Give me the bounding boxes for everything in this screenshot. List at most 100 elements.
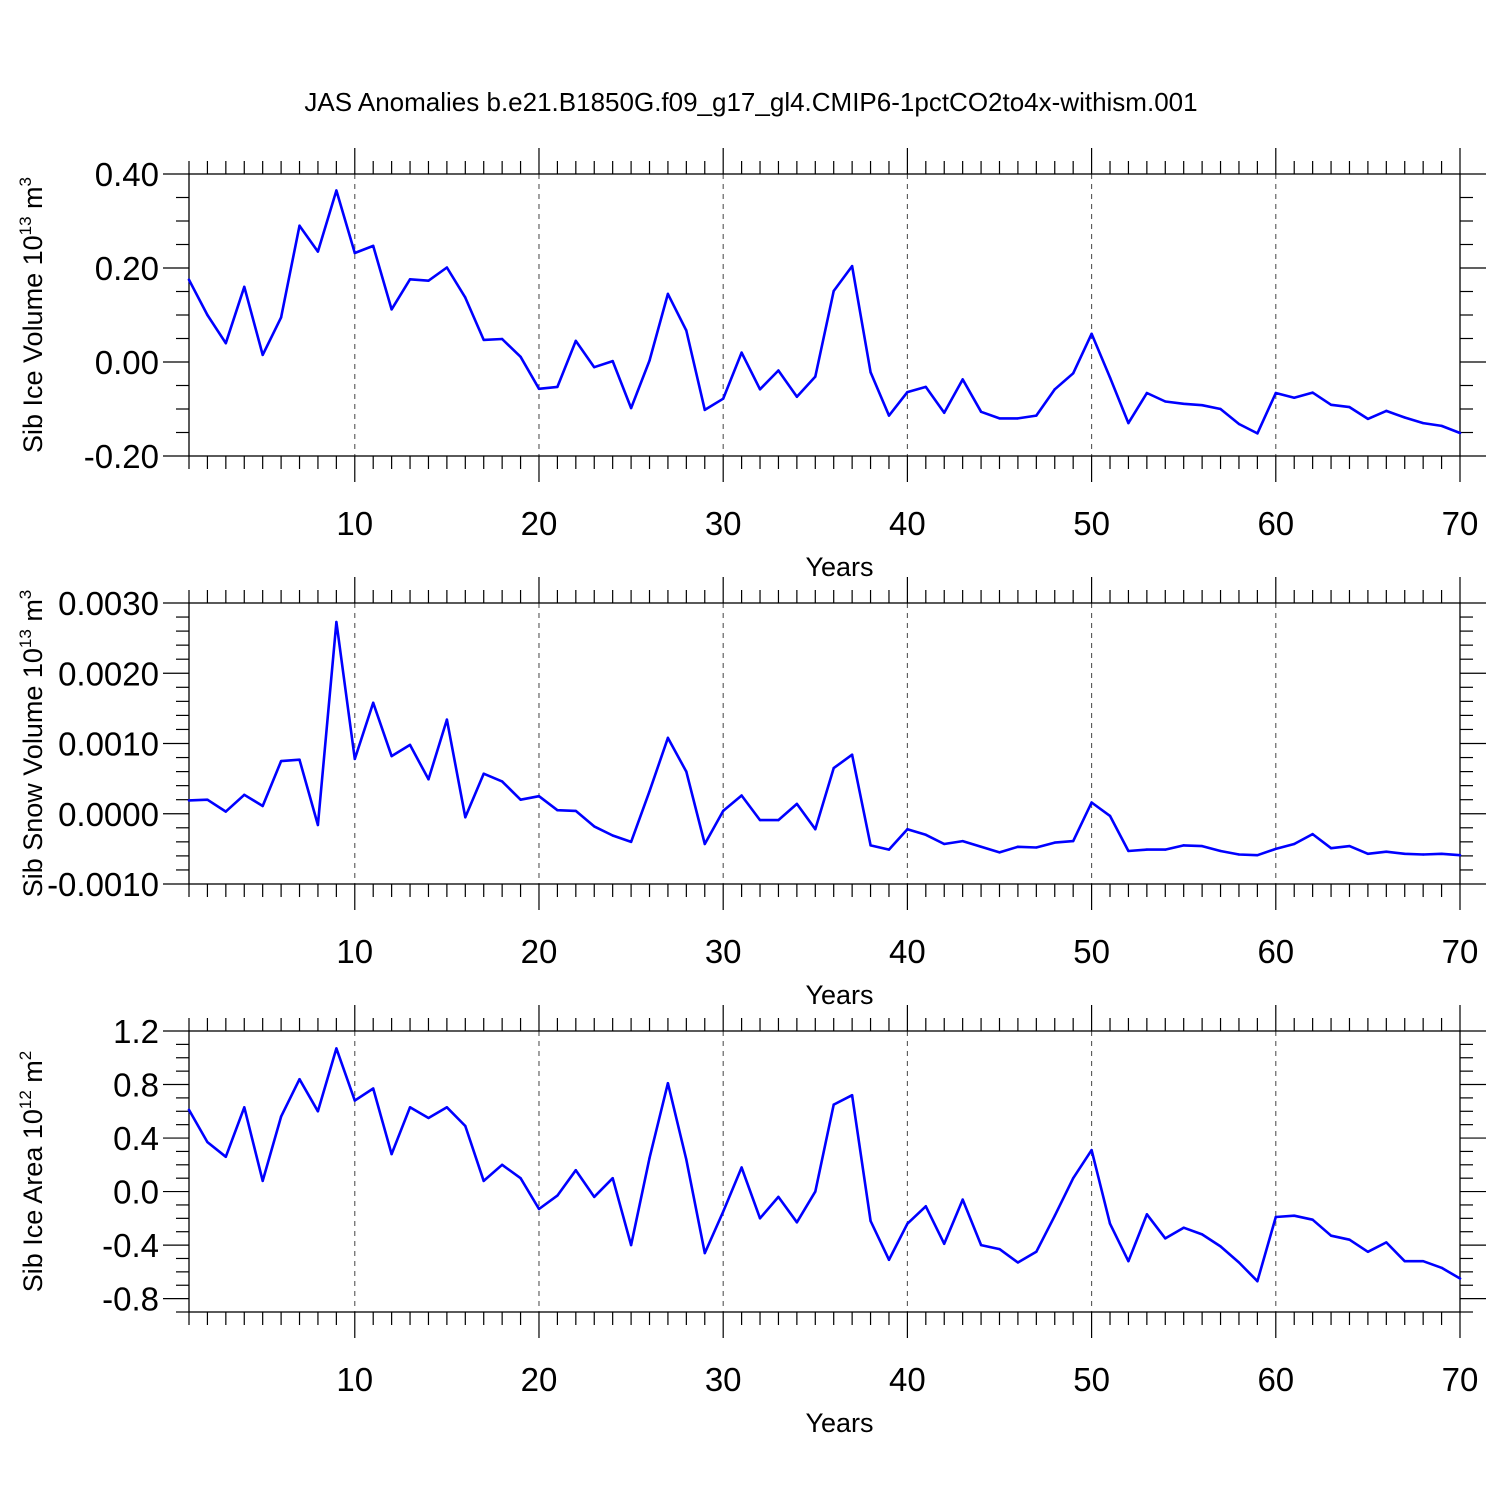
ice-volume-point-58 <box>1237 422 1241 426</box>
ice-area-point-41 <box>924 1205 928 1208</box>
snow-volume-point-18 <box>500 780 504 783</box>
ice-volume-point-28 <box>685 329 688 332</box>
snow-volume-point-4 <box>243 793 246 796</box>
ice-area-y-tick-label: -0.4 <box>102 1227 159 1264</box>
ice-volume-point-17 <box>482 338 485 342</box>
ice-volume-y-axis-label: Sib Ice Volume 1013 m3 <box>16 177 48 453</box>
snow-volume-point-40 <box>906 828 909 831</box>
ice-area-series-line <box>187 1047 1462 1283</box>
ice-area-point-23 <box>593 1195 596 1199</box>
ice-volume-point-51 <box>1108 376 1112 379</box>
ice-volume-point-69 <box>1440 424 1443 428</box>
snow-volume-point-49 <box>1071 839 1075 843</box>
ice-area-point-48 <box>1053 1214 1056 1217</box>
ice-volume-point-48 <box>1053 388 1056 391</box>
ice-volume-point-50 <box>1090 332 1093 335</box>
ice-volume-point-59 <box>1256 432 1259 435</box>
snow-volume-point-45 <box>998 851 1001 854</box>
ice-area-point-56 <box>1200 1233 1204 1236</box>
ice-volume-point-11 <box>372 244 375 248</box>
ice-volume-series-line <box>187 189 1462 435</box>
snow-volume-plot-frame <box>188 602 1461 885</box>
snow-volume-x-tick-label: 70 <box>1442 933 1479 970</box>
snow-volume-point-5 <box>261 804 264 808</box>
snow-volume-point-8 <box>316 823 320 827</box>
ice-volume-point-29 <box>703 408 706 412</box>
ice-area-point-67 <box>1403 1259 1406 1263</box>
ice-area-point-53 <box>1145 1213 1149 1216</box>
ice-volume-point-35 <box>814 375 817 378</box>
ice-volume-point-44 <box>979 410 983 414</box>
ice-area-y-tick-label: 0.4 <box>113 1120 159 1157</box>
snow-volume-point-66 <box>1385 850 1388 853</box>
ice-volume-point-14 <box>427 279 430 282</box>
ice-area-point-49 <box>1071 1176 1075 1180</box>
snow-volume-point-56 <box>1200 844 1204 848</box>
ice-area-x-tick-label: 50 <box>1073 1361 1110 1398</box>
ice-volume-point-34 <box>795 395 799 398</box>
panel-ice-volume: 10 20 30 40 50 60 70 -0.20 0.00 0.20 0.40 Years Sib … <box>16 148 1486 582</box>
ice-volume-point-37 <box>850 264 854 268</box>
ice-area-point-29 <box>703 1251 706 1255</box>
ice-volume-point-45 <box>998 417 1001 420</box>
ice-area-point-37 <box>850 1094 854 1097</box>
ice-volume-point-27 <box>666 292 670 296</box>
ice-volume-y-tick-label: 0.00 <box>95 344 159 381</box>
ice-area-point-59 <box>1256 1280 1259 1283</box>
snow-volume-point-44 <box>979 845 983 848</box>
snow-volume-point-10 <box>353 757 356 761</box>
ice-area-point-30 <box>721 1210 725 1213</box>
snow-volume-point-70 <box>1458 853 1462 857</box>
snow-volume-point-48 <box>1053 841 1056 844</box>
ice-area-point-31 <box>740 1166 743 1169</box>
snow-volume-point-33 <box>777 818 780 822</box>
ice-area-point-65 <box>1366 1250 1370 1253</box>
snow-volume-point-34 <box>795 802 799 806</box>
ice-volume-point-55 <box>1182 402 1185 406</box>
ice-volume-point-33 <box>777 369 780 372</box>
ice-volume-point-67 <box>1403 416 1406 419</box>
ice-volume-y-tick-label: 0.40 <box>95 156 159 193</box>
ice-volume-point-40 <box>906 390 909 394</box>
ice-volume-point-32 <box>758 388 762 391</box>
snow-volume-point-15 <box>445 718 449 721</box>
ice-area-point-66 <box>1385 1241 1388 1244</box>
snow-volume-point-21 <box>556 809 559 812</box>
snow-volume-point-26 <box>648 790 651 793</box>
ice-area-point-4 <box>243 1106 246 1109</box>
ice-volume-point-24 <box>611 359 614 363</box>
ice-volume-point-54 <box>1164 400 1167 403</box>
ice-volume-x-tick-label: 60 <box>1257 505 1294 542</box>
ice-volume-point-30 <box>721 397 725 400</box>
ice-volume-point-9 <box>335 189 338 192</box>
snow-volume-point-38 <box>869 844 872 847</box>
snow-volume-point-51 <box>1108 814 1112 818</box>
snow-volume-point-64 <box>1348 844 1351 848</box>
ice-volume-point-22 <box>574 339 578 343</box>
snow-volume-point-14 <box>427 778 430 781</box>
snow-volume-point-41 <box>924 833 928 837</box>
ice-volume-point-46 <box>1016 417 1020 420</box>
snow-volume-point-61 <box>1293 842 1296 846</box>
ice-area-point-25 <box>629 1243 633 1247</box>
ice-area-point-9 <box>335 1047 338 1050</box>
snow-volume-point-52 <box>1127 849 1130 853</box>
ice-volume-x-tick-label: 30 <box>705 505 742 542</box>
ice-volume-point-39 <box>887 414 891 417</box>
ice-area-point-55 <box>1182 1226 1185 1229</box>
ice-area-plot-frame <box>188 1030 1461 1313</box>
ice-area-point-34 <box>795 1221 799 1224</box>
ice-area-point-54 <box>1164 1237 1167 1240</box>
ice-area-point-12 <box>390 1152 393 1156</box>
snow-volume-y-tick-label: -0.0010 <box>47 866 159 903</box>
snow-volume-point-12 <box>390 754 393 758</box>
snow-volume-point-13 <box>408 743 412 747</box>
ice-area-point-35 <box>814 1190 817 1193</box>
ice-volume-point-16 <box>464 296 467 299</box>
ice-area-point-3 <box>224 1155 228 1158</box>
snow-volume-point-42 <box>943 842 946 846</box>
ice-volume-point-12 <box>390 308 393 311</box>
ice-area-point-15 <box>445 1106 449 1109</box>
snow-volume-x-tick-label: 20 <box>521 933 558 970</box>
